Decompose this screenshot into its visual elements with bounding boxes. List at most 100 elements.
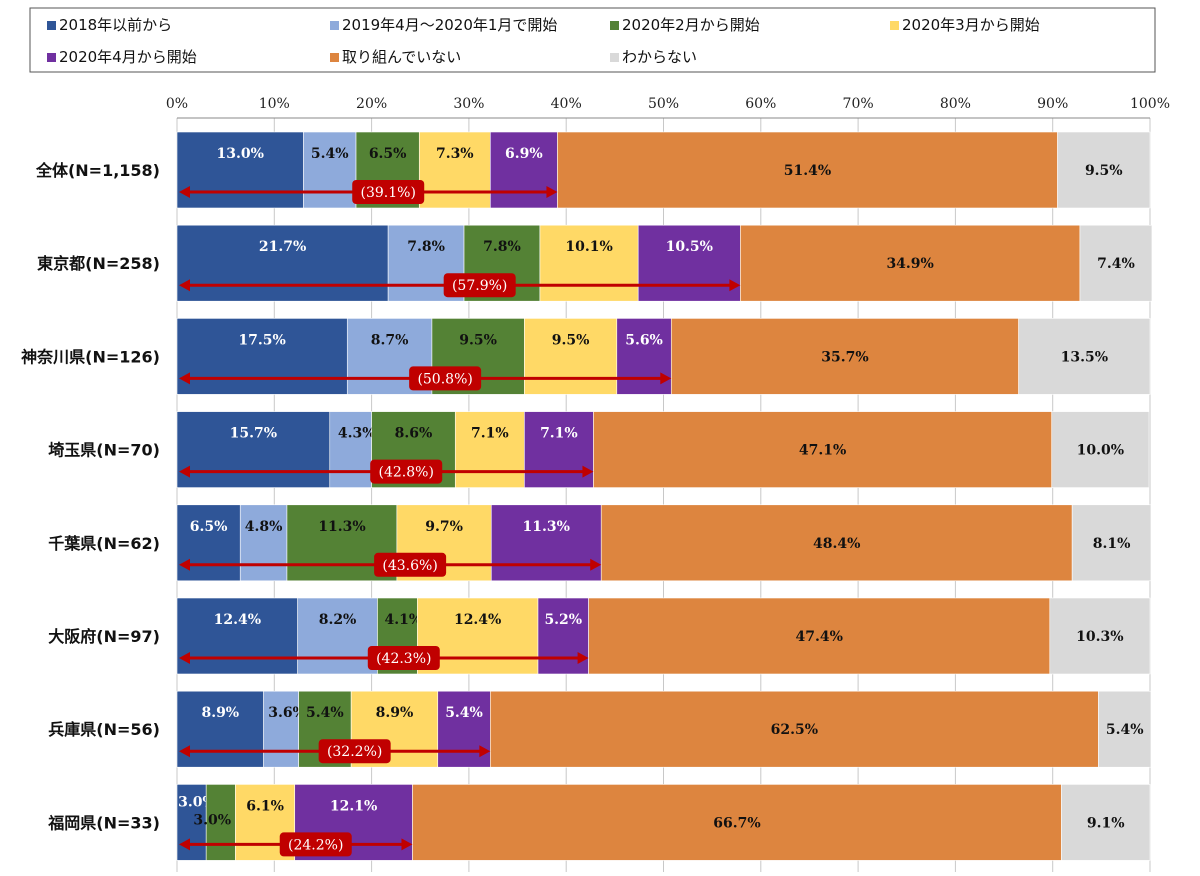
bar-segment bbox=[637, 224, 741, 302]
x-tick-label: 30% bbox=[453, 96, 484, 112]
cumulative-arrows: (39.1%) (57.9%) (50.8%) (42.8%) (43.6%) (42.3… bbox=[179, 180, 741, 857]
data-label: 8.9% bbox=[376, 705, 414, 721]
category-label: 東京都(N=258) bbox=[37, 254, 160, 273]
category-label: 福岡県(N=33) bbox=[47, 813, 160, 832]
cumulative-label: (42.3%) bbox=[376, 651, 431, 667]
data-label: 3.0% bbox=[193, 812, 231, 828]
bar-row: 3.0%3.0%6.1% 12.1%66.7% 9.1% bbox=[176, 784, 1151, 861]
arrow-head-right bbox=[546, 186, 558, 198]
bar-segment bbox=[539, 224, 639, 302]
cumulative-label: (32.2%) bbox=[327, 744, 382, 760]
data-label: 34.9% bbox=[886, 256, 933, 272]
data-label: 4.3% bbox=[338, 426, 376, 442]
bar-row: 12.4% 8.2% 4.1% 12.4% 5.2% 47.4% 10.3% bbox=[176, 597, 1151, 675]
bar-segment bbox=[176, 784, 207, 861]
bar-segment bbox=[1098, 690, 1152, 768]
arrow-head-right bbox=[401, 838, 413, 851]
bar-segment bbox=[205, 784, 236, 861]
data-label: 21.7% bbox=[259, 239, 306, 255]
data-label: 4.8% bbox=[245, 519, 283, 535]
bar-segment bbox=[593, 411, 1053, 488]
data-label: 5.4% bbox=[1106, 722, 1144, 738]
arrow-head-right bbox=[660, 372, 672, 385]
data-label: 9.5% bbox=[459, 332, 497, 348]
bar-segment bbox=[418, 131, 491, 209]
bar-segment bbox=[176, 224, 389, 302]
cumulative-label: (43.6%) bbox=[382, 558, 437, 574]
arrow-head-right bbox=[479, 745, 491, 758]
bar-segment bbox=[176, 131, 304, 209]
category-label: 大阪府(N=97) bbox=[48, 627, 160, 646]
bar-row: 15.7% 4.3% 8.6% 7.1% 7.1% 47.1% 10.0% bbox=[176, 411, 1150, 488]
bar-segment bbox=[239, 504, 288, 582]
data-label: 10.5% bbox=[666, 239, 713, 255]
bar-segment bbox=[490, 690, 1099, 768]
data-label: 12.1% bbox=[330, 798, 377, 814]
legend: 2018年以前から 2019年4月～2020年1月で開始 2020年2月から開始 20… bbox=[29, 7, 1156, 73]
data-label: 7.8% bbox=[407, 239, 445, 255]
cumulative-label: (57.9%) bbox=[452, 278, 507, 294]
data-label: 12.4% bbox=[214, 612, 261, 628]
arrow-head-left bbox=[179, 838, 190, 851]
cumulative-arrow: (24.2%) bbox=[179, 832, 413, 857]
legend-label: 2019年4月～2020年1月で開始 bbox=[342, 16, 557, 34]
data-label: 9.5% bbox=[1085, 163, 1123, 179]
bar-row: 8.9% 3.6% 5.4% 8.9% 5.4%62.5% 5.4% bbox=[176, 690, 1152, 768]
data-label: 66.7% bbox=[713, 815, 760, 831]
x-tick-label: 10% bbox=[259, 96, 290, 112]
data-label: 11.3% bbox=[523, 519, 570, 535]
bar-segment bbox=[263, 690, 299, 768]
data-label: 7.1% bbox=[471, 426, 509, 442]
cumulative-arrow: (32.2%) bbox=[179, 739, 491, 764]
x-tick-label: 100% bbox=[1130, 96, 1170, 112]
bar-segment bbox=[1018, 318, 1151, 395]
bar-segment bbox=[412, 784, 1062, 861]
category-label: 兵庫県(N=56) bbox=[48, 720, 160, 739]
data-label: 5.6% bbox=[625, 332, 663, 348]
legend-label: 2020年4月から開始 bbox=[59, 48, 197, 66]
data-label: 3.6% bbox=[268, 705, 306, 721]
data-label: 13.5% bbox=[1061, 349, 1108, 365]
data-label: 9.7% bbox=[425, 519, 463, 535]
data-label: 8.7% bbox=[371, 332, 409, 348]
bar-segment bbox=[1051, 411, 1150, 488]
data-label: 13.0% bbox=[217, 146, 264, 162]
data-label: 9.1% bbox=[1087, 815, 1125, 831]
x-tick-label: 50% bbox=[648, 96, 679, 112]
data-label: 48.4% bbox=[813, 536, 860, 552]
arrow-head-left bbox=[179, 279, 190, 292]
bar-segment bbox=[297, 597, 378, 675]
x-tick-label: 90% bbox=[1037, 96, 1068, 112]
data-label: 47.4% bbox=[795, 629, 842, 645]
bar-row: 13.0% 5.4% 6.5% 7.3% 6.9% 51.4% 9.5% bbox=[176, 131, 1151, 209]
legend-label: 2020年3月から開始 bbox=[902, 16, 1040, 34]
cumulative-arrow: (42.3%) bbox=[179, 646, 589, 670]
cumulative-label: (39.1%) bbox=[361, 185, 416, 201]
data-label: 7.1% bbox=[540, 426, 578, 442]
data-label: 8.9% bbox=[201, 705, 239, 721]
bar-segment bbox=[329, 411, 372, 488]
data-label: 9.5% bbox=[552, 332, 590, 348]
legend-swatch bbox=[47, 53, 56, 62]
legend-swatch bbox=[890, 21, 899, 30]
bar-row: 6.5% 4.8% 11.3% 9.7% 11.3% 48.4% 8.1% bbox=[176, 504, 1152, 582]
legend-label: 2018年以前から bbox=[59, 16, 172, 34]
data-label: 7.3% bbox=[436, 146, 474, 162]
cumulative-badge bbox=[318, 739, 391, 764]
legend-swatch bbox=[610, 21, 619, 30]
legend-swatch bbox=[47, 21, 56, 30]
cumulative-badge bbox=[352, 180, 425, 204]
cumulative-badge bbox=[279, 832, 352, 857]
arrow-head-right bbox=[577, 652, 589, 664]
x-axis: 0% 10% 20% 30% 40% 50% 60% 70% 80% 90% 100% bbox=[166, 96, 1170, 119]
data-label: 51.4% bbox=[784, 163, 831, 179]
cumulative-badge bbox=[370, 459, 443, 484]
cumulative-arrow: (42.8%) bbox=[179, 459, 594, 484]
bar-segment bbox=[1071, 504, 1152, 582]
data-label: 35.7% bbox=[821, 349, 868, 365]
x-tick-label: 20% bbox=[356, 96, 387, 112]
bar-segment bbox=[537, 597, 589, 675]
data-label: 8.2% bbox=[319, 612, 357, 628]
data-label: 5.4% bbox=[306, 705, 344, 721]
